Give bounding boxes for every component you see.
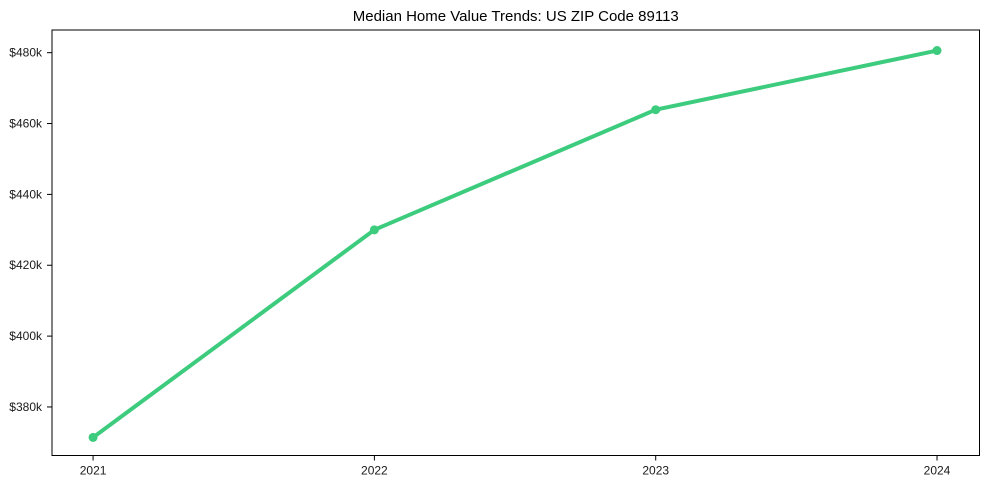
series-group	[88, 46, 942, 442]
chart-title: Median Home Value Trends: US ZIP Code 89…	[353, 8, 679, 25]
x-tick-label: 2024	[924, 464, 951, 478]
y-axis: $380k $400k $420k $440k $460k $480k	[9, 46, 52, 414]
y-tick-label: $440k	[9, 187, 43, 201]
x-tick-label: 2023	[642, 464, 669, 478]
y-tick-label: $480k	[9, 46, 43, 60]
x-axis: 2021 2022 2023 2024	[80, 455, 951, 478]
series-line	[91, 48, 940, 440]
data-point	[932, 46, 942, 56]
plot-border	[51, 29, 980, 456]
y-tick-label: $380k	[9, 400, 43, 414]
y-tick-label: $460k	[9, 117, 43, 131]
data-point	[369, 225, 379, 235]
x-tick-label: 2022	[361, 464, 388, 478]
data-point	[651, 105, 661, 115]
x-tick-label: 2021	[80, 464, 107, 478]
y-tick-label: $420k	[9, 258, 43, 272]
data-point	[88, 432, 98, 442]
y-tick-label: $400k	[9, 329, 43, 343]
